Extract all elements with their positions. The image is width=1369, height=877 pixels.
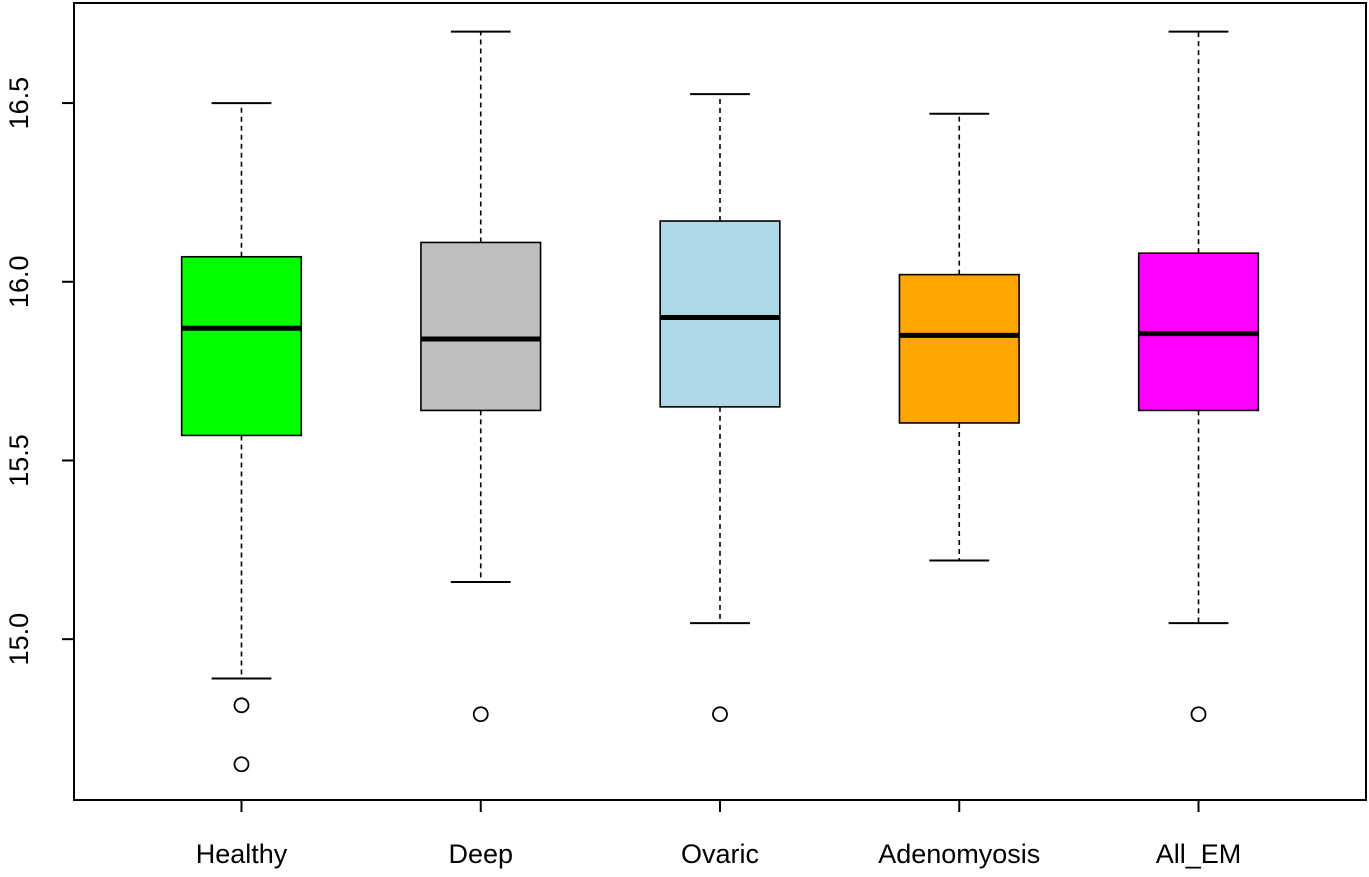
box-group-deep [420, 30, 542, 723]
x-tick-label-3: Adenomyosis [878, 839, 1040, 869]
iqr-box [180, 255, 303, 437]
x-tick-label-2: Ovaric [681, 839, 759, 869]
y-axis: 15.0 15.5 16.0 16.5 [4, 77, 74, 666]
outlier-point-0 [1190, 706, 1207, 723]
boxes [180, 30, 1260, 773]
y-tick-label-0: 15.0 [4, 613, 34, 666]
outlier-point-0 [233, 697, 250, 714]
outlier-point-0 [712, 706, 728, 723]
iqr-box [898, 273, 1020, 424]
iqr-box [420, 241, 542, 412]
box-group-ovaric [659, 93, 781, 723]
y-tick-label-1: 15.5 [4, 434, 34, 487]
outlier-point-1 [233, 756, 250, 773]
x-tick-label-4: All_EM [1156, 839, 1242, 869]
x-tick-label-0: Healthy [196, 839, 288, 869]
box-group-adenomyosis [898, 112, 1020, 562]
y-tick-label-2: 16.0 [4, 255, 34, 308]
x-tick-label-1: Deep [448, 839, 513, 869]
box-group-healthy [180, 102, 303, 773]
x-axis: Healthy Deep Ovaric Adenomyosis All_EM [196, 800, 1242, 869]
iqr-box [659, 220, 781, 408]
outlier-point-0 [472, 706, 489, 723]
box-group-all_em [1137, 30, 1260, 723]
y-tick-label-3: 16.5 [4, 77, 34, 130]
